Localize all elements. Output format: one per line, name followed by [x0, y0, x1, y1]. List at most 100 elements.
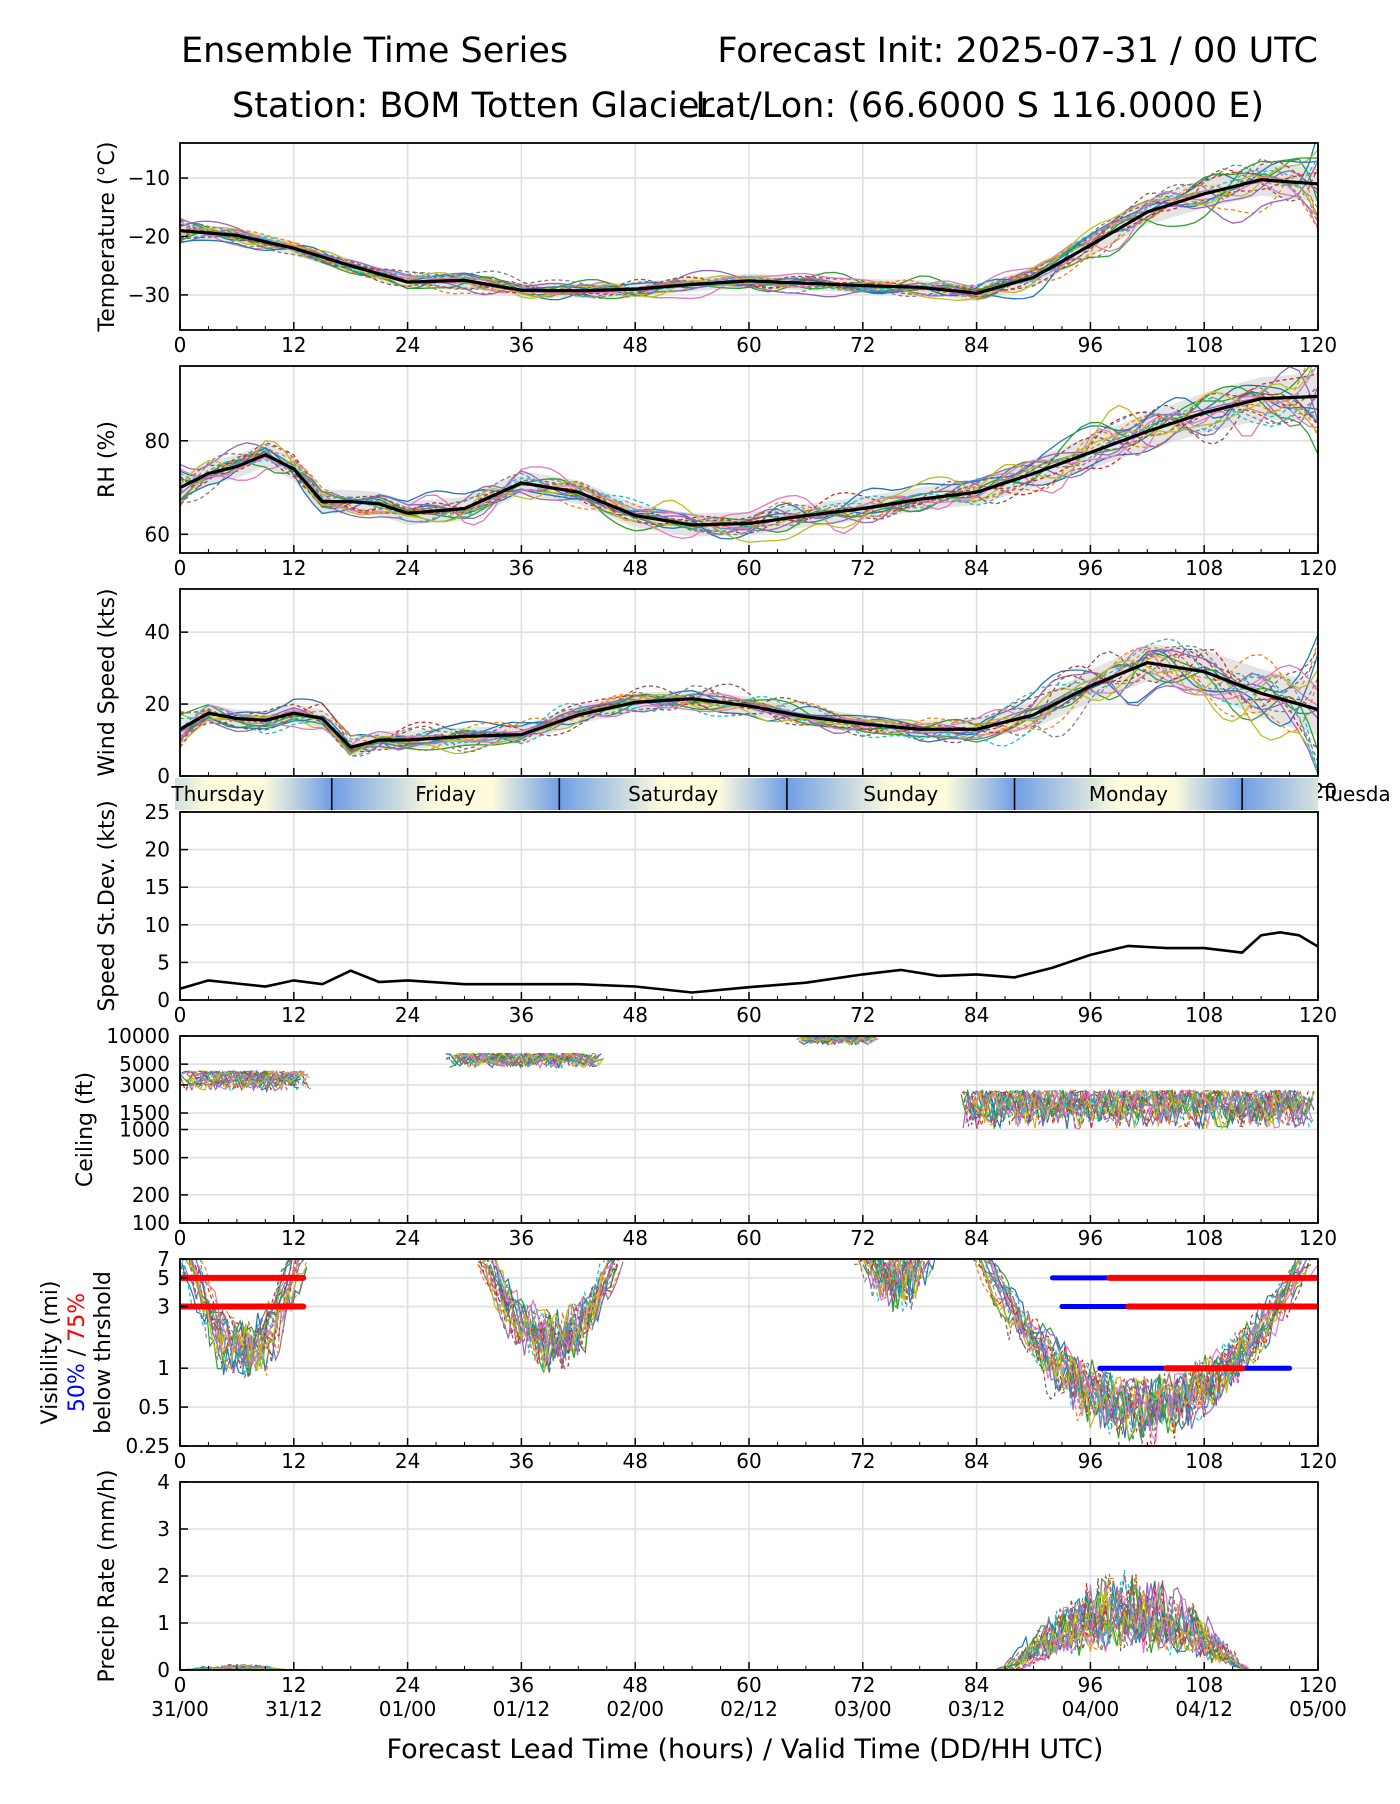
- visibility-member-line: [853, 1259, 923, 1308]
- x-tick-label: 120: [1299, 1449, 1337, 1473]
- ceiling-member-line: [461, 1052, 605, 1068]
- ceiling-member-line: [806, 1036, 860, 1046]
- x-tick-label: 0: [174, 1226, 187, 1250]
- visibility-member-line: [978, 1259, 1308, 1439]
- panel-speed_stdev: 0 12 24 36 48 60 72 84 96 108 120 0 5 10 15 20 25 Speed S…: [95, 800, 1337, 1027]
- title-left-line2: Station: BOM Totten Glacier: [232, 86, 715, 126]
- y-axis-label: Precip Rate (mm/h): [95, 1470, 120, 1683]
- grid-precip_rate: [179, 1481, 1319, 1671]
- x-axis-label: Forecast Lead Time (hours) / Valid Time …: [387, 1734, 1104, 1765]
- day-segment: [786, 778, 1015, 810]
- visibility-member-line: [489, 1259, 606, 1370]
- ensemble-member-line: [180, 648, 1318, 756]
- valid-time-tick-label: 05/00: [1289, 1697, 1347, 1721]
- y-axis-label-line3: below thrshold: [91, 1271, 116, 1434]
- x-tick-label: 72: [850, 1673, 875, 1697]
- visibility-member-line: [869, 1259, 922, 1296]
- x-tick-label: 36: [509, 556, 534, 580]
- x-tick-label: 48: [622, 1673, 647, 1697]
- y-tick-label: 3: [157, 1517, 170, 1541]
- y-axis-label-threshold: 50% / 75%: [65, 1293, 90, 1412]
- precip-member-line: [995, 1574, 1315, 1670]
- visibility-member-line: [482, 1259, 614, 1356]
- ensemble-member-line: [180, 638, 1318, 775]
- x-tick-label: 48: [622, 1226, 647, 1250]
- ceiling-member-line: [971, 1089, 1314, 1130]
- y-tick-label: 200: [132, 1183, 170, 1207]
- x-tick-label: 24: [395, 1449, 420, 1473]
- ensemble-member-line: [180, 372, 1318, 525]
- visibility-member-line: [200, 1259, 300, 1376]
- x-tick-label: 108: [1185, 333, 1223, 357]
- x-tick-label: 36: [509, 1449, 534, 1473]
- x-tick-label: 36: [509, 333, 534, 357]
- x-tick-label: 24: [395, 556, 420, 580]
- day-segment: [1242, 778, 1318, 810]
- x-tick-label: 60: [736, 1673, 761, 1697]
- panel-visibility: 0 12 24 36 48 60 72 84 96 108 120 0.25 0.5 1 3 57 Visibi…: [38, 1247, 1337, 1473]
- visibility-member-line: [977, 1264, 1302, 1435]
- valid-time-tick-label: 02/00: [606, 1697, 664, 1721]
- x-tick-label: 96: [1078, 1003, 1103, 1027]
- y-axis-label: RH (%): [95, 421, 120, 498]
- visibility-member-line: [981, 1265, 1306, 1427]
- plot-area-wind_speed: [180, 634, 1318, 775]
- x-tick-label: 0: [174, 1673, 187, 1697]
- ceiling-member-line: [809, 1036, 867, 1044]
- y-tick-label: 4: [157, 1470, 170, 1494]
- y-tick-label: 0: [157, 764, 170, 788]
- ensemble-member-line: [180, 647, 1318, 751]
- ensemble-member-line: [180, 160, 1318, 298]
- ensemble-mean-line: [180, 178, 1318, 295]
- y-tick-label: −30: [128, 283, 170, 307]
- x-tick-label: 96: [1078, 1226, 1103, 1250]
- y-tick-label: 0: [157, 988, 170, 1012]
- y-tick-label: 40: [145, 620, 170, 644]
- label-sep: /: [65, 1342, 90, 1363]
- x-tick-label: 96: [1078, 556, 1103, 580]
- visibility-member-line: [477, 1261, 616, 1369]
- visibility-member-line: [180, 1259, 305, 1367]
- panels-group: 0 12 24 36 48 60 72 84 96 108 120−30−20−10Temperat…: [38, 142, 1391, 1721]
- precip-member-line: [995, 1580, 1315, 1670]
- valid-time-tick-label: 01/12: [493, 1697, 551, 1721]
- panel-ceiling: 0 12 24 36 48 60 72 84 96 108 120 100 200 500 10001500…: [73, 1024, 1337, 1250]
- valid-time-tick-label: 31/12: [265, 1697, 323, 1721]
- x-tick-label: 72: [850, 1449, 875, 1473]
- y-tick-label: 60: [145, 522, 170, 546]
- visibility-member-line: [196, 1259, 290, 1361]
- x-tick-label: 24: [395, 1226, 420, 1250]
- ceiling-member-line: [806, 1036, 859, 1046]
- y-tick-label: 3000: [119, 1073, 170, 1097]
- visibility-member-line: [199, 1259, 290, 1377]
- y-tick-label: 7: [157, 1247, 170, 1271]
- ceiling-member-line: [969, 1089, 1299, 1128]
- x-tick-label: 24: [395, 333, 420, 357]
- x-tick-label: 48: [622, 1003, 647, 1027]
- x-tick-label: 108: [1185, 1003, 1223, 1027]
- day-label: Saturday: [628, 782, 718, 806]
- ensemble-member-line: [180, 397, 1318, 531]
- y-tick-label: 15: [145, 875, 170, 899]
- y-tick-label: 0.5: [138, 1395, 170, 1419]
- day-label: Friday: [415, 782, 476, 806]
- visibility-member-line: [987, 1259, 1300, 1435]
- y-tick-label: 5: [157, 1266, 170, 1290]
- x-tick-label: 120: [1299, 1226, 1337, 1250]
- label-50: 50%: [65, 1363, 90, 1412]
- y-axis-label: Speed St.Dev. (kts): [95, 800, 120, 1011]
- valid-time-tick-label: 31/00: [151, 1697, 209, 1721]
- ensemble-member-line: [180, 404, 1318, 534]
- y-tick-label: 3: [157, 1295, 170, 1319]
- ensemble-member-line: [180, 366, 1318, 532]
- y-tick-label: 1: [157, 1356, 170, 1380]
- day-band: Thursday Friday Saturday Sunday Monday Tuesda: [170, 778, 1391, 810]
- x-tick-label: 60: [736, 1003, 761, 1027]
- grid-temperature: [179, 143, 1319, 330]
- y-axis-label: Visibility (mi): [38, 1281, 63, 1425]
- ceiling-member-line: [193, 1070, 295, 1092]
- day-label: Monday: [1089, 782, 1168, 806]
- x-tick-label: 120: [1299, 1003, 1337, 1027]
- valid-time-tick-label: 03/00: [834, 1697, 892, 1721]
- x-tick-label: 96: [1078, 1449, 1103, 1473]
